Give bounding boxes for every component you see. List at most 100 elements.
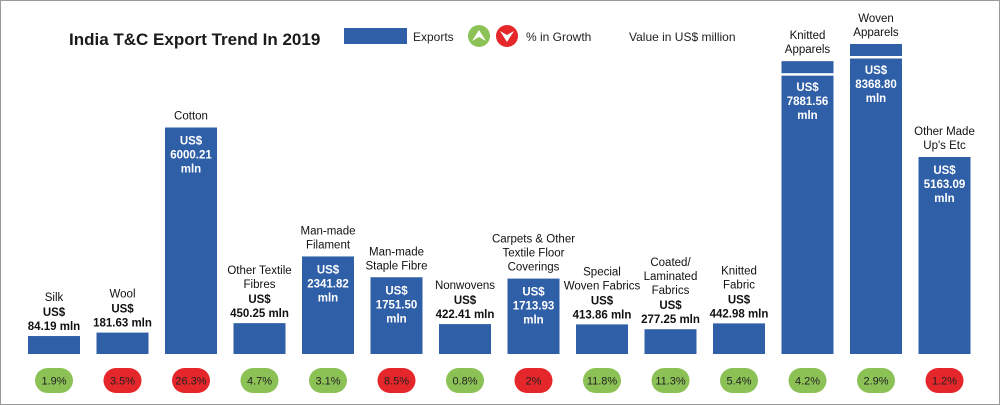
growth-badge-1 <box>103 368 142 393</box>
value-label-12-1: 8368.80 <box>855 79 897 91</box>
growth-badge-2 <box>172 368 210 393</box>
bar-divider-12 <box>850 56 902 59</box>
value-label-2-2: mln <box>181 163 201 175</box>
value-label-5-2: mln <box>386 313 406 325</box>
category-label-10-0: Knitted <box>721 265 757 277</box>
growth-label-12: 2.9% <box>863 376 888 388</box>
value-label-8-0: US$ <box>591 295 614 307</box>
growth-badge-3 <box>240 368 279 393</box>
value-label-11-2: mln <box>797 110 817 122</box>
growth-label-6: 0.8% <box>452 376 477 388</box>
growth-label-5: 8.5% <box>384 376 409 388</box>
value-label-0-0: US$ <box>43 307 66 319</box>
growth-label-2: 26.3% <box>175 376 206 388</box>
bar-13 <box>918 157 971 354</box>
bar-10 <box>713 323 765 354</box>
bar-9 <box>644 329 697 354</box>
legend-exports-swatch <box>344 28 407 44</box>
bar-1 <box>96 332 149 354</box>
value-label-2-1: 6000.21 <box>170 149 212 161</box>
growth-label-7: 2% <box>526 376 542 388</box>
unit-note: Value in US$ million <box>629 30 736 44</box>
growth-badge-0 <box>35 368 73 393</box>
bar-2 <box>165 127 217 355</box>
bar-11 <box>781 61 834 354</box>
category-label-3-1: Fibres <box>244 279 276 291</box>
growth-badge-12 <box>857 368 895 393</box>
growth-label-1: 3.5% <box>110 376 135 388</box>
bar-4 <box>302 256 354 354</box>
bar-0 <box>28 336 80 354</box>
value-label-13-0: US$ <box>933 165 956 177</box>
bar-6 <box>439 324 491 354</box>
growth-badge-4 <box>309 368 347 393</box>
category-label-12-0: Woven <box>858 13 894 25</box>
value-label-4-2: mln <box>318 292 338 304</box>
growth-label-8: 11.8% <box>587 376 618 388</box>
category-label-7-2: Coverings <box>508 262 560 274</box>
value-label-10-0: US$ <box>728 294 751 306</box>
value-label-0-1: 84.19 mln <box>28 321 80 333</box>
value-label-6-1: 422.41 mln <box>436 309 495 321</box>
bar-3 <box>233 323 286 354</box>
value-label-5-1: 1751.50 <box>376 299 418 311</box>
category-label-7-0: Carpets & Other <box>492 234 575 246</box>
bar-8 <box>576 324 628 354</box>
category-label-10-1: Fabric <box>723 279 755 291</box>
growth-label-10: 5.4% <box>726 376 751 388</box>
value-label-12-2: mln <box>866 93 886 105</box>
value-label-11-0: US$ <box>796 82 819 94</box>
chart-title: India T&C Export Trend In 2019 <box>69 30 320 49</box>
growth-badge-7 <box>514 368 553 393</box>
bars-group: US$ 84.19 mln Silk 1.9% US$ 181.63 mln Wool 3.5… <box>28 13 975 393</box>
category-label-11-0: Knitted <box>790 30 826 42</box>
value-label-9-0: US$ <box>659 300 682 312</box>
growth-label-3: 4.7% <box>247 376 272 388</box>
value-label-3-0: US$ <box>248 294 271 306</box>
category-label-1-0: Wool <box>110 289 136 301</box>
growth-badge-9 <box>651 368 690 393</box>
value-label-9-1: 277.25 mln <box>641 314 700 326</box>
value-label-1-1: 181.63 mln <box>93 318 152 330</box>
legend-growth-label: % in Growth <box>526 30 591 44</box>
category-label-9-1: Laminated <box>644 271 698 283</box>
category-label-4-0: Man-made <box>301 225 356 237</box>
growth-label-11: 4.2% <box>795 376 820 388</box>
growth-badge-11 <box>788 368 827 393</box>
category-label-5-0: Man-made <box>369 246 424 258</box>
growth-badge-10 <box>720 368 758 393</box>
value-label-12-0: US$ <box>865 65 888 77</box>
category-label-8-0: Special <box>583 266 621 278</box>
value-label-7-1: 1713.93 <box>513 301 555 313</box>
category-label-9-2: Fabrics <box>652 285 690 297</box>
category-label-3-0: Other Textile <box>227 265 291 277</box>
growth-badge-8 <box>583 368 621 393</box>
category-label-4-1: Filament <box>306 239 351 251</box>
bar-divider-11 <box>781 73 834 76</box>
bar-5 <box>370 277 423 354</box>
growth-label-0: 1.9% <box>41 376 66 388</box>
value-label-1-0: US$ <box>111 304 134 316</box>
value-label-11-1: 7881.56 <box>787 96 829 108</box>
growth-badge-5 <box>377 368 416 393</box>
value-label-5-0: US$ <box>385 285 408 297</box>
legend-up-icon <box>468 25 490 47</box>
legend-exports-label: Exports <box>413 30 454 44</box>
value-label-8-1: 413.86 mln <box>573 309 632 321</box>
growth-badge-6 <box>446 368 484 393</box>
category-label-13-1: Up's Etc <box>923 140 966 152</box>
category-label-6-0: Nonwovens <box>435 280 495 292</box>
legend-down-icon <box>496 25 518 47</box>
value-label-13-1: 5163.09 <box>924 179 966 191</box>
category-label-12-1: Apparels <box>853 27 899 39</box>
value-label-6-0: US$ <box>454 295 477 307</box>
value-label-7-2: mln <box>523 315 543 327</box>
bar-7 <box>507 278 560 354</box>
category-label-0-0: Silk <box>45 292 64 304</box>
category-label-7-1: Textile Floor <box>503 248 565 260</box>
value-label-2-0: US$ <box>180 135 203 147</box>
category-label-5-1: Staple Fibre <box>365 260 427 272</box>
category-label-11-1: Apparels <box>785 44 831 56</box>
growth-badge-13 <box>925 368 964 393</box>
